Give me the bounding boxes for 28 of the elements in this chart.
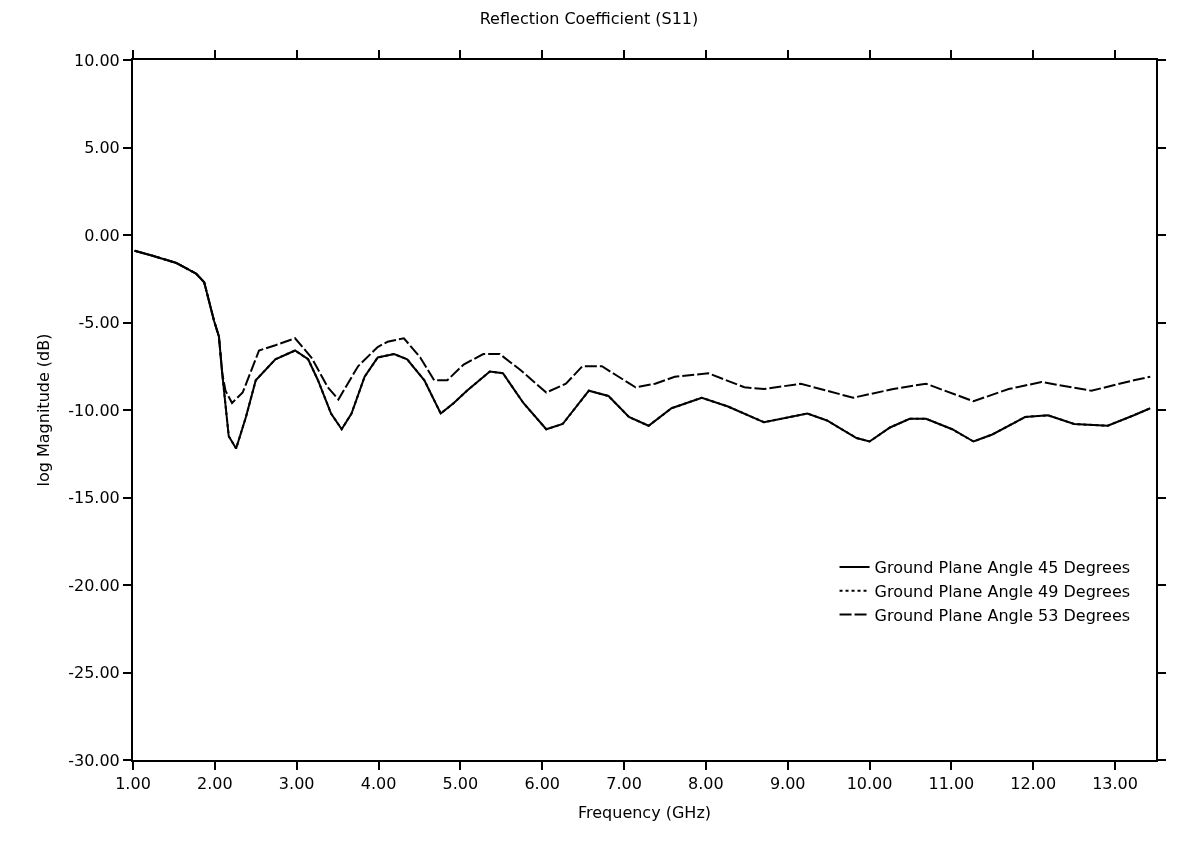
y-tick-label: -20.00: [68, 575, 120, 595]
y-tick-label: -30.00: [68, 750, 120, 770]
y-axis-title: log Magnitude (dB): [33, 333, 53, 487]
x-tick-label: 11.00: [928, 774, 975, 794]
x-tick-label: 10.00: [846, 774, 893, 794]
y-tick-label: -10.00: [68, 400, 120, 420]
legend-label: Ground Plane Angle 49 Degrees: [874, 581, 1131, 601]
x-tick-label: 7.00: [606, 774, 642, 794]
x-tick-label: 9.00: [769, 774, 806, 794]
y-tick-label: 5.00: [84, 138, 120, 158]
x-tick-label: 13.00: [1092, 774, 1138, 794]
x-tick-label: 3.00: [278, 774, 315, 794]
x-tick-label: 1.00: [115, 774, 151, 794]
x-tick-label: 12.00: [1010, 774, 1057, 794]
x-tick-label: 4.00: [360, 774, 397, 794]
y-tick-label: -15.00: [68, 488, 120, 508]
x-tick-label: 2.00: [197, 774, 233, 794]
y-tick-label: -25.00: [68, 663, 120, 683]
y-tick-label: 10.00: [73, 50, 120, 70]
x-tick-label: 5.00: [442, 774, 479, 794]
y-tick-label: -5.00: [78, 313, 120, 333]
chart-title: Reflection Coefficient (S11): [479, 9, 699, 29]
x-tick-label: 8.00: [688, 774, 724, 794]
y-tick-label: 0.00: [84, 225, 120, 245]
legend-label: Ground Plane Angle 53 Degrees: [874, 605, 1131, 625]
x-tick-label: 6.00: [524, 774, 561, 794]
legend-label: Ground Plane Angle 45 Degrees: [874, 558, 1131, 578]
x-axis-title: Frequency (GHz): [577, 803, 712, 823]
